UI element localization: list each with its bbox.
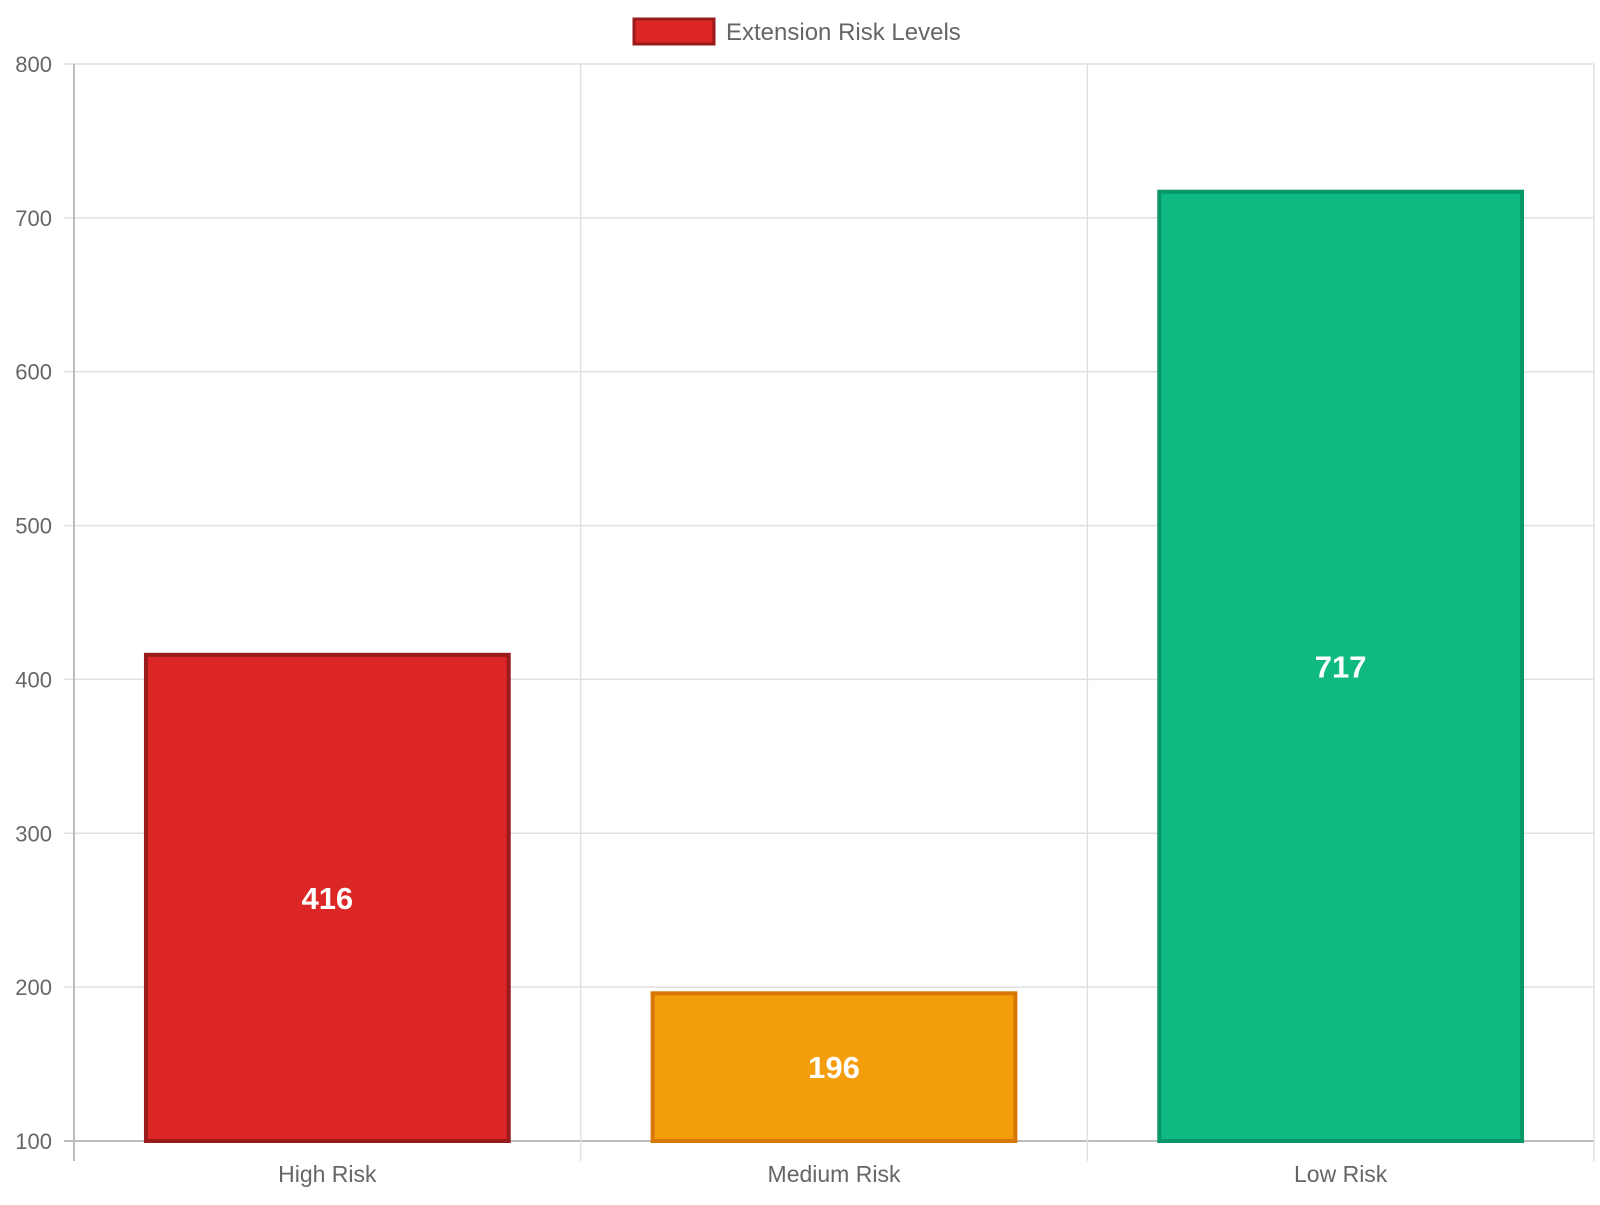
y-tick-label: 400 <box>15 667 52 692</box>
legend[interactable]: Extension Risk Levels <box>632 17 961 46</box>
bar-layer <box>143 189 1525 1144</box>
bar-value-label: 717 <box>1315 649 1367 684</box>
y-tick-label: 200 <box>15 975 52 1000</box>
x-tick-label: Low Risk <box>1294 1161 1388 1187</box>
bar-value-label: 196 <box>808 1050 860 1085</box>
bar-medium-risk[interactable] <box>650 991 1018 1143</box>
x-tick-label: High Risk <box>278 1161 377 1187</box>
y-tick-label: 100 <box>15 1129 52 1154</box>
axis-layer: 100 200 300 400 500 600 700 800 High Risk Medium … <box>15 52 1388 1187</box>
legend-swatch[interactable] <box>632 17 716 46</box>
y-tick-label: 800 <box>15 52 52 77</box>
y-tick-label: 500 <box>15 514 52 539</box>
legend-label[interactable]: Extension Risk Levels <box>726 19 961 46</box>
x-tick-label: Medium Risk <box>768 1161 901 1187</box>
bar-value-label: 416 <box>301 881 353 916</box>
y-tick-label: 600 <box>15 360 52 385</box>
bar-high-risk[interactable] <box>143 652 511 1143</box>
y-tick-label: 300 <box>15 821 52 846</box>
y-tick-label: 700 <box>15 206 52 231</box>
bar-low-risk[interactable] <box>1157 189 1525 1144</box>
label-layer: 416 196 717 <box>301 649 1366 1085</box>
